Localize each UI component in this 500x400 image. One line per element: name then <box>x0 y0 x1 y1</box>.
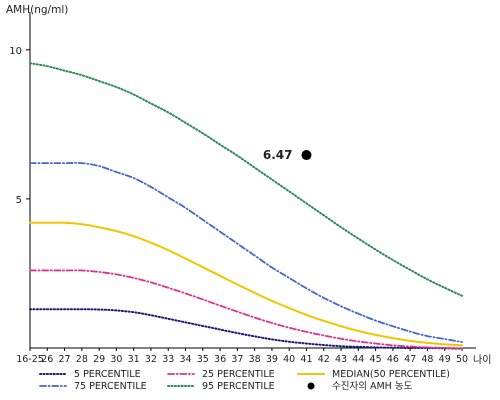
x-tick-label: 48 <box>421 354 433 365</box>
x-tick-label: 31 <box>128 354 140 365</box>
patient-amh-point <box>301 150 312 161</box>
x-tick-label: 26 <box>41 354 53 365</box>
x-axis-label: 나이 <box>473 354 491 366</box>
x-tick-label: 42 <box>318 354 330 365</box>
legend-label-75-percentile: 75 PERCENTILE <box>74 381 147 392</box>
x-tick-label: 39 <box>266 354 278 365</box>
legend-label-95-percentile: 95 PERCENTILE <box>202 381 275 392</box>
series-line-75-percentile <box>29 161 463 343</box>
x-tick-label: 36 <box>214 354 226 365</box>
x-tick-label: 16-25 <box>16 354 44 365</box>
x-tick-label: 38 <box>249 354 261 365</box>
x-tick-label: 29 <box>93 354 105 365</box>
series-line-5-percentile <box>29 308 463 350</box>
legend-swatch-patient-point <box>307 382 315 390</box>
x-tick-label: 50 <box>456 354 468 365</box>
x-tick-label: 34 <box>179 354 191 365</box>
legend-label-patient-point: 수진자의 AMH 농도 <box>332 381 413 392</box>
patient-point-group: 6.47 <box>263 148 312 162</box>
x-tick-label: 41 <box>300 354 312 365</box>
x-tick-label: 32 <box>145 354 157 365</box>
x-tick-label: 40 <box>283 354 295 365</box>
x-tick-label: 47 <box>404 354 416 365</box>
y-axis-label: AMH(ng/ml) <box>6 4 68 16</box>
patient-amh-value-label: 6.47 <box>263 148 293 162</box>
x-tick-label: 27 <box>59 354 71 365</box>
percentile-curves <box>29 62 463 350</box>
x-tick-label: 46 <box>387 354 399 365</box>
y-tick-label: 10 <box>9 46 22 57</box>
x-tick-label: 35 <box>197 354 209 365</box>
legend-label-median-50-percentile: MEDIAN(50 PERCENTILE) <box>332 369 450 380</box>
legend: 5 PERCENTILE 25 PERCENTILE MEDIAN(50 PERCE… <box>39 369 450 392</box>
legend-label-25-percentile: 25 PERCENTILE <box>202 369 275 380</box>
x-tick-label: 37 <box>231 354 243 365</box>
x-tick-label: 43 <box>335 354 347 365</box>
series-line-25-percentile <box>29 269 463 350</box>
x-tick-label: 28 <box>76 354 88 365</box>
x-tick-label: 44 <box>352 354 364 365</box>
legend-label-5-percentile: 5 PERCENTILE <box>74 369 141 380</box>
x-tick-label: 49 <box>439 354 451 365</box>
x-tick-label: 45 <box>370 354 382 365</box>
series-line-95-percentile <box>29 62 463 297</box>
x-tick-label: 33 <box>162 354 174 365</box>
x-tick-label: 30 <box>110 354 122 365</box>
y-tick-label: 5 <box>16 195 22 206</box>
series-line-median-50-percentile <box>29 221 463 347</box>
